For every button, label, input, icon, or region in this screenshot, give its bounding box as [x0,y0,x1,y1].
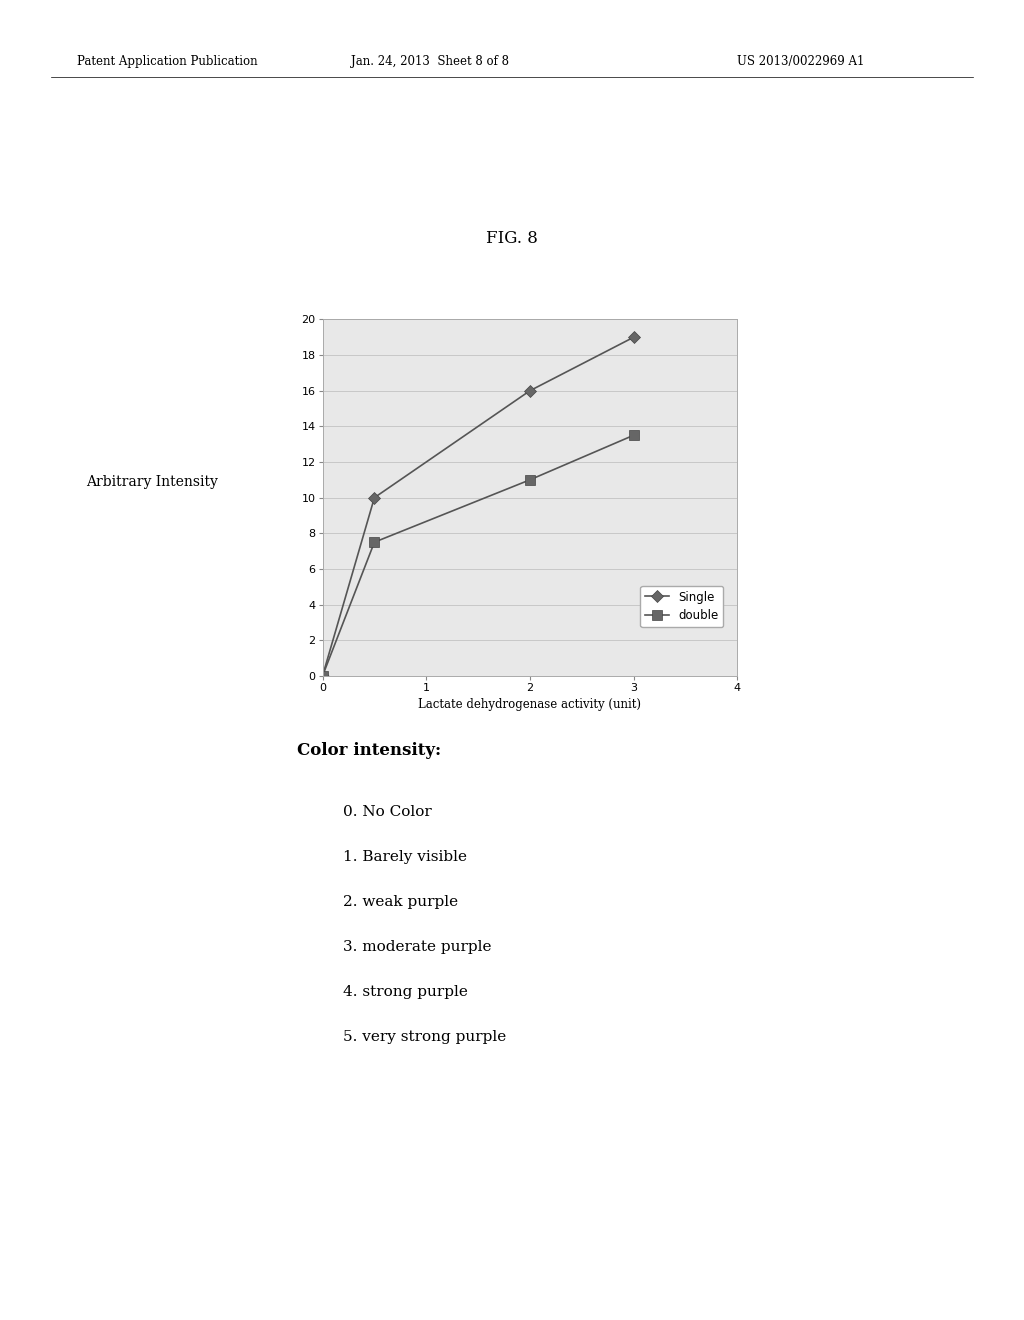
Text: 2. weak purple: 2. weak purple [343,895,458,909]
Text: Jan. 24, 2013  Sheet 8 of 8: Jan. 24, 2013 Sheet 8 of 8 [351,55,509,69]
double [523,471,537,487]
Line: Single: Single [318,333,638,680]
Single [628,329,640,345]
Text: FIG. 8: FIG. 8 [486,230,538,247]
double [316,668,329,684]
Text: 0. No Color: 0. No Color [343,805,432,820]
Single [316,668,329,684]
Legend: Single, double: Single, double [640,586,723,627]
Text: 5. very strong purple: 5. very strong purple [343,1030,506,1044]
double [628,428,640,444]
Text: 3. moderate purple: 3. moderate purple [343,940,492,954]
Single [369,490,381,506]
Text: Color intensity:: Color intensity: [297,742,441,759]
Single [523,383,537,399]
double [369,535,381,550]
Line: double: double [317,430,638,681]
Text: 1. Barely visible: 1. Barely visible [343,850,467,865]
Text: 4. strong purple: 4. strong purple [343,985,468,999]
Text: US 2013/0022969 A1: US 2013/0022969 A1 [737,55,864,69]
Text: Patent Application Publication: Patent Application Publication [77,55,257,69]
Text: Arbitrary Intensity: Arbitrary Intensity [86,475,217,488]
X-axis label: Lactate dehydrogenase activity (unit): Lactate dehydrogenase activity (unit) [419,698,641,711]
